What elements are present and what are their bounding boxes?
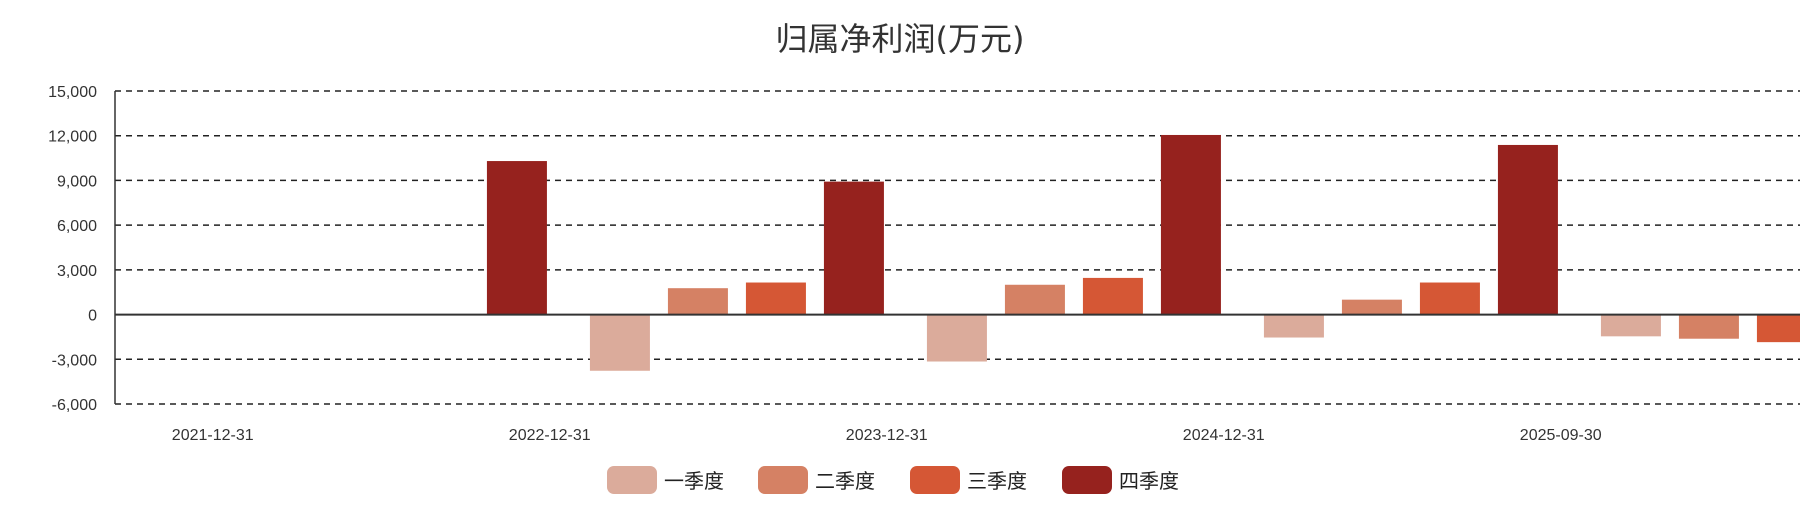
axes: -6,000 -3,000 0 3,000 6,000 9,000 12,000 15,000… bbox=[48, 84, 1800, 444]
x-tick-label: 2024-12-31 bbox=[1183, 427, 1265, 444]
x-tick-label: 2022-12-31 bbox=[509, 427, 591, 444]
bar-2-2 bbox=[1004, 284, 1065, 315]
bar-4-1 bbox=[823, 181, 884, 315]
bars bbox=[486, 134, 1800, 371]
y-tick-label: 15,000 bbox=[48, 84, 97, 101]
y-tick-label: -3,000 bbox=[52, 352, 97, 369]
legend-swatch bbox=[1062, 466, 1112, 494]
y-tick-label: 12,000 bbox=[48, 129, 97, 146]
legend-label: 三季度 bbox=[967, 469, 1027, 493]
y-tick-label: 3,000 bbox=[57, 263, 97, 280]
chart-title: 归属净利润(万元) bbox=[776, 20, 1025, 58]
bar-2-4 bbox=[1678, 314, 1739, 339]
y-tick-label: 6,000 bbox=[57, 218, 97, 235]
legend-swatch bbox=[607, 466, 657, 494]
bar-1-2 bbox=[926, 314, 987, 362]
bar-1-4 bbox=[1600, 314, 1661, 337]
bar-4-2 bbox=[1160, 134, 1221, 315]
bar-4-3 bbox=[1497, 144, 1558, 315]
bar-2-1 bbox=[667, 288, 728, 315]
legend-swatch bbox=[910, 466, 960, 494]
y-tick-label: 9,000 bbox=[57, 173, 97, 190]
legend-label: 二季度 bbox=[815, 469, 875, 493]
legend-label: 一季度 bbox=[664, 469, 724, 493]
bar-3-3 bbox=[1419, 282, 1480, 315]
y-tick-label: 0 bbox=[88, 308, 97, 325]
legend-swatch bbox=[758, 466, 808, 494]
bar-3-2 bbox=[1082, 277, 1143, 315]
x-tick-label: 2021-12-31 bbox=[172, 427, 254, 444]
legend: 一季度 二季度 三季度 四季度 bbox=[607, 466, 1179, 494]
x-tick-label: 2025-09-30 bbox=[1520, 427, 1602, 444]
legend-label: 四季度 bbox=[1119, 469, 1179, 493]
bar-4-0 bbox=[486, 161, 547, 315]
bar-3-4 bbox=[1756, 314, 1800, 343]
bar-3-1 bbox=[745, 282, 806, 315]
x-tick-label: 2023-12-31 bbox=[846, 427, 928, 444]
y-tick-label: -6,000 bbox=[52, 397, 97, 414]
bar-2-3 bbox=[1341, 299, 1402, 315]
grid-lines bbox=[115, 90, 1800, 405]
bar-1-3 bbox=[1263, 314, 1324, 338]
bar-1-1 bbox=[589, 314, 650, 371]
